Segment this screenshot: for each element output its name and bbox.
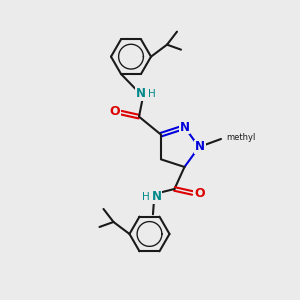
Text: methyl: methyl — [226, 134, 255, 142]
Text: H: H — [148, 89, 156, 99]
Text: H: H — [142, 192, 149, 202]
Text: N: N — [179, 121, 190, 134]
Text: N: N — [195, 140, 205, 154]
Text: O: O — [194, 188, 205, 200]
Text: O: O — [110, 105, 120, 118]
Text: N: N — [152, 190, 161, 203]
Text: N: N — [136, 87, 146, 100]
